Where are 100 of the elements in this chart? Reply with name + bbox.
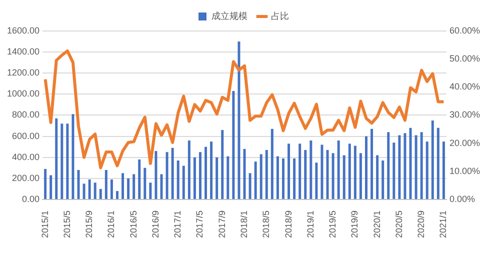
bar [144, 168, 146, 199]
x-tick-label: 2016/9 [150, 210, 160, 238]
bar [198, 152, 202, 199]
bar [149, 182, 152, 199]
bar [404, 133, 406, 199]
bar [166, 152, 168, 199]
x-tick-label: 2015/5 [62, 210, 72, 238]
y2-tick-label: 30.00% [449, 110, 480, 120]
y-tick-label: 0.00 [22, 194, 40, 204]
bar [310, 140, 312, 199]
x-tick-label: 2019/9 [350, 210, 360, 238]
bar [138, 159, 141, 199]
x-tick-label: 2018/5 [261, 210, 272, 238]
x-tick-label: 2019/1 [305, 210, 316, 238]
bar [204, 146, 208, 199]
x-tick-label: 2017/1 [172, 210, 183, 238]
y-tick-label: 600.00 [12, 130, 40, 141]
bar [442, 142, 445, 199]
x-tick-label: 2020/9 [416, 210, 426, 238]
bar [315, 162, 318, 199]
x-tick-label: 2017/9 [216, 210, 227, 238]
bar [354, 146, 356, 199]
bar [221, 130, 224, 199]
bar [282, 158, 284, 199]
bar [104, 170, 108, 199]
bar [288, 144, 290, 199]
bar [232, 91, 235, 199]
bar [387, 132, 390, 199]
bar [248, 173, 252, 199]
y2-tick-label: 60.00% [449, 25, 480, 36]
bar [154, 151, 158, 199]
bar [94, 182, 96, 199]
y-tick-label: 1200.00 [6, 68, 40, 78]
x-tick-label: 2018/9 [283, 210, 294, 238]
bar [132, 174, 136, 199]
bar [193, 157, 196, 199]
bar [72, 114, 74, 199]
bar [188, 140, 190, 199]
bar [332, 153, 334, 199]
bar [99, 188, 102, 199]
bar [409, 128, 412, 199]
bar [182, 166, 185, 199]
bar [376, 155, 379, 199]
y-tick-label: 1000.00 [6, 88, 40, 99]
x-tick-label: 2018/1 [238, 210, 249, 238]
bar [55, 118, 58, 199]
bar [304, 150, 307, 199]
bar [110, 179, 113, 199]
bar [293, 158, 296, 199]
x-tick-label: 2015/1 [40, 210, 50, 238]
bar [82, 184, 86, 199]
x-tick-label: 2020/1 [372, 210, 382, 238]
bar [364, 136, 368, 199]
bar [320, 144, 324, 199]
bar [270, 128, 274, 199]
bar [171, 148, 174, 199]
x-tick-label: 2021/1 [438, 210, 448, 238]
bar [226, 156, 230, 199]
bar [348, 144, 351, 199]
y2-tick-label: 10.00% [449, 166, 480, 176]
bar [122, 173, 124, 199]
bar [370, 128, 374, 199]
bar [66, 124, 69, 199]
bar [60, 124, 64, 199]
y2-tick-label: 40.00% [449, 82, 480, 92]
bar [265, 150, 268, 199]
bar [260, 154, 262, 199]
y-tick-label: 800.00 [12, 110, 40, 120]
legend-label: 占比 [271, 10, 289, 21]
bar [359, 153, 362, 199]
y2-tick-label: 50.00% [449, 54, 480, 64]
x-tick-label: 2020/5 [394, 210, 404, 238]
x-tick-label: 2019/5 [328, 210, 338, 238]
y2-tick-label: 20.00% [449, 138, 480, 148]
bar [326, 150, 329, 199]
bar [398, 135, 401, 199]
bar [298, 144, 302, 199]
y-tick-label: 400.00 [12, 152, 40, 162]
y2-tick-label: 0.00% [449, 194, 476, 204]
x-tick-label: 2017/5 [194, 210, 205, 238]
y-tick-label: 1400.00 [6, 46, 40, 57]
x-tick-label: 2016/5 [128, 210, 138, 238]
y-tick-label: 1600.00 [6, 25, 40, 36]
y-tick-label: 200.00 [12, 172, 40, 183]
bar [254, 162, 257, 199]
legend-label: 成立规模 [212, 10, 248, 21]
bar [342, 155, 346, 199]
bar [426, 142, 428, 199]
bar [50, 175, 52, 199]
bar [431, 120, 434, 199]
bar [210, 142, 213, 199]
bar [238, 42, 240, 199]
bar [44, 168, 47, 199]
bar [414, 135, 418, 199]
bar [216, 157, 218, 199]
bar [176, 160, 180, 199]
bar [116, 191, 118, 199]
bar [276, 156, 279, 199]
bar [88, 179, 91, 199]
bar [392, 142, 396, 199]
